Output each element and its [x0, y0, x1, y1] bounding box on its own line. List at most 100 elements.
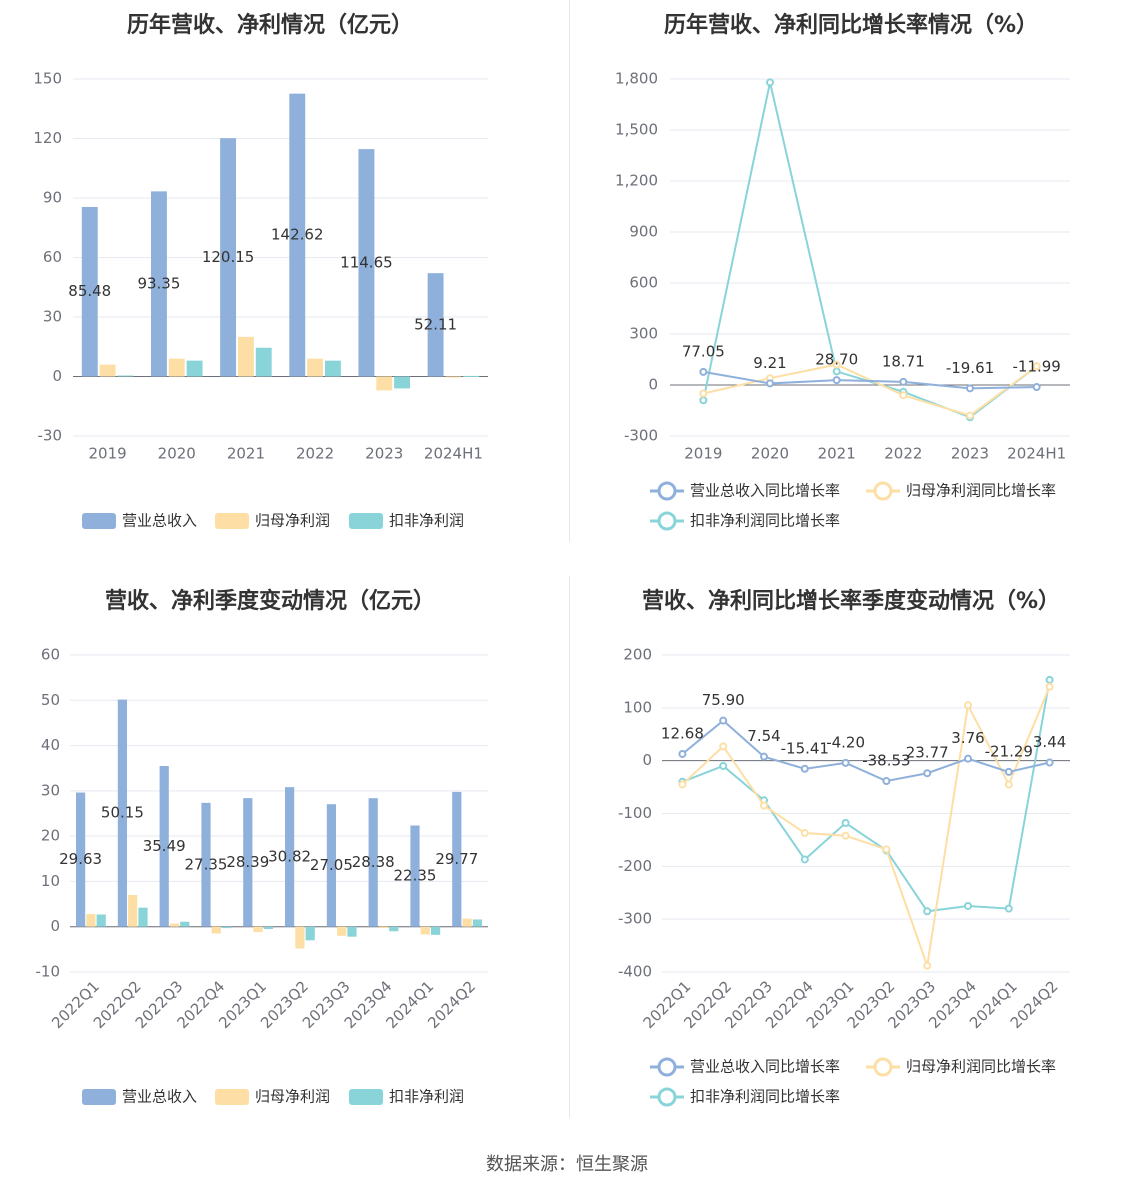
y-tick-label: 0	[52, 367, 62, 385]
line-point	[841, 831, 850, 840]
line-point	[964, 754, 972, 763]
x-tick-label: 2023	[951, 445, 989, 463]
vertical-divider-top	[569, 0, 570, 542]
line-data-label: -15.41	[781, 739, 829, 757]
x-tick-label: 2019	[88, 445, 126, 463]
chart-title: 历年营收、净利同比增长率情况（%）	[664, 12, 1038, 38]
bar-data-label: 27.35	[185, 855, 228, 873]
bar-revenue	[159, 765, 169, 927]
bar-revenue	[150, 191, 167, 377]
line-data-label: 9.21	[753, 354, 786, 372]
line-data-label: -4.20	[826, 733, 865, 751]
bar-data-label: 93.35	[137, 274, 180, 292]
line-point	[882, 845, 891, 854]
x-tick-label: 2020	[158, 445, 196, 463]
bar-revenue	[358, 149, 375, 377]
bar-data-label: 30.82	[268, 847, 311, 865]
line-point	[800, 855, 809, 864]
bar-net-profit	[169, 923, 180, 927]
y-tick-label: 10	[41, 872, 60, 890]
line-point	[899, 377, 908, 386]
y-tick-label: -30	[38, 427, 63, 445]
legend-label: 营业总收入同比增长率	[690, 1058, 840, 1076]
y-tick-label: -300	[618, 910, 652, 928]
y-tick-label: 600	[629, 274, 658, 292]
bar-revenue	[220, 138, 237, 377]
x-tick-label: 2023	[365, 445, 403, 463]
line-data-label: 12.68	[661, 724, 704, 742]
legend-label: 营业总收入	[122, 512, 197, 530]
bar-net-profit	[295, 926, 305, 949]
bar-data-label: 35.49	[143, 837, 186, 855]
bar-deducted-profit	[472, 919, 482, 927]
bar-net-profit	[445, 376, 462, 378]
bar-data-label: 27.05	[310, 856, 353, 874]
legend-swatch-marker	[657, 1087, 677, 1107]
line-data-label: 23.77	[906, 744, 949, 762]
bar-deducted-profit	[222, 926, 232, 929]
line-data-label: 3.44	[1033, 733, 1066, 751]
line-data-label: -21.29	[985, 742, 1033, 760]
bar-deducted-profit	[117, 375, 134, 377]
legend-label: 归母净利润同比增长率	[906, 482, 1056, 500]
bar-net-profit	[307, 358, 324, 377]
line-point	[719, 742, 728, 751]
line-data-label: 77.05	[682, 342, 725, 360]
line-point	[966, 411, 974, 420]
y-tick-label: 30	[43, 308, 62, 326]
line-point	[760, 752, 768, 761]
x-tick-label: 2022	[884, 445, 922, 463]
bar-net-profit	[237, 336, 254, 377]
line-point	[1045, 682, 1054, 691]
legend-label: 归母净利润	[255, 1088, 330, 1106]
bar-deducted-profit	[255, 347, 272, 377]
chart-title: 历年营收、净利情况（亿元）	[127, 12, 413, 38]
line-point	[699, 396, 708, 405]
x-tick-label: 2021	[818, 445, 856, 463]
bar-revenue	[452, 791, 462, 927]
x-tick-label: 2024H1	[1007, 445, 1066, 463]
line-point	[678, 749, 687, 758]
bar-deducted-profit	[186, 360, 203, 377]
y-tick-label: 1,800	[615, 70, 658, 88]
y-tick-label: 1,200	[615, 172, 658, 190]
y-tick-label: 100	[623, 698, 652, 716]
y-tick-label: 120	[33, 129, 62, 147]
legend-swatch-marker	[657, 1057, 677, 1077]
bar-net-profit	[168, 358, 185, 377]
legend-swatch-marker	[657, 481, 677, 501]
quarterly-growth-rate-chart: 营收、净利同比增长率季度变动情况（%） -400 -300 -200 -100 0 100 2…	[618, 588, 1070, 1107]
y-tick-label: -400	[618, 963, 652, 981]
bar-deducted-profit	[324, 360, 341, 377]
quarterly-revenue-profit-panel: 营收、净利季度变动情况（亿元） -10 0 10 20 30 40 50 60 2022Q1 202…	[0, 576, 567, 1152]
bar-deducted-profit	[305, 926, 315, 941]
line-point	[1032, 362, 1041, 371]
bar-net-profit	[337, 926, 347, 936]
quarterly-growth-rate-panel: 营收、净利同比增长率季度变动情况（%） -400 -300 -200 -100 0 100 2…	[567, 576, 1134, 1152]
bar-net-profit	[253, 926, 263, 933]
line-point	[832, 360, 841, 369]
line-point	[1032, 383, 1041, 392]
bar-deducted-profit	[96, 914, 106, 927]
bar-data-label: 120.15	[202, 248, 255, 266]
legend-swatch-marker	[873, 481, 893, 501]
bar-data-label: 22.35	[394, 867, 437, 885]
line-point	[766, 78, 774, 87]
x-tick-label: 2024H1	[424, 445, 483, 463]
line-point	[964, 701, 972, 710]
line-point	[719, 716, 728, 725]
line-point	[841, 819, 850, 828]
legend-swatch-marker	[873, 1057, 893, 1077]
bar-net-profit	[211, 926, 221, 934]
data-source-note: 数据来源：恒生聚源	[486, 1154, 648, 1175]
bar-data-label: 28.38	[352, 853, 395, 871]
legend-swatch	[215, 513, 249, 529]
line-point	[800, 829, 809, 838]
y-tick-label: -200	[618, 857, 652, 875]
line-revenue-growth	[703, 370, 1037, 390]
line-point	[966, 384, 974, 393]
line-data-label: -19.61	[946, 359, 994, 377]
line-data-label: -11.99	[1012, 358, 1060, 376]
bar-revenue	[289, 93, 306, 377]
line-point	[899, 391, 908, 400]
